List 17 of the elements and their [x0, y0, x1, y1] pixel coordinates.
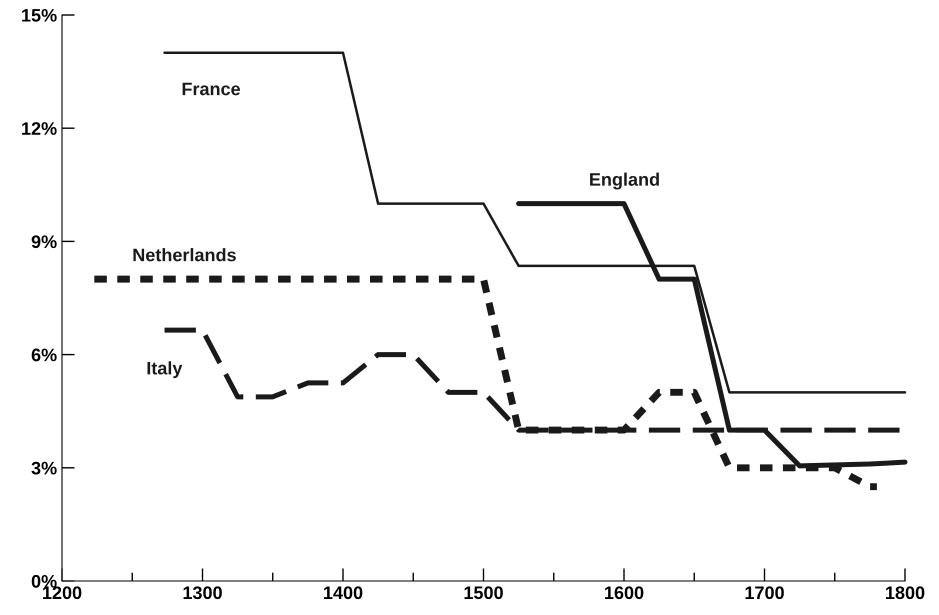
x-tick-label: 1700: [746, 586, 784, 600]
x-tick-label: 1200: [43, 586, 82, 600]
y-tick-label: 0%: [32, 574, 57, 588]
y-tick-label: 3%: [31, 462, 57, 475]
x-tick-label: 1400: [324, 586, 362, 600]
y-tick-label: 12%: [22, 122, 57, 135]
series-label: England: [590, 172, 659, 190]
series-label: Netherlands: [133, 248, 236, 262]
y-tick-label: 15%: [22, 8, 57, 22]
series-label: France: [182, 82, 240, 96]
series-label: Italy: [148, 361, 182, 378]
x-tick-label: 1300: [184, 586, 222, 600]
x-tick-label: 1500: [464, 586, 503, 600]
x-tick-label: 1600: [605, 586, 644, 600]
x-tick-label: 1800: [886, 586, 924, 600]
y-tick-label: 9%: [32, 235, 57, 248]
y-tick-label: 6%: [32, 348, 57, 362]
